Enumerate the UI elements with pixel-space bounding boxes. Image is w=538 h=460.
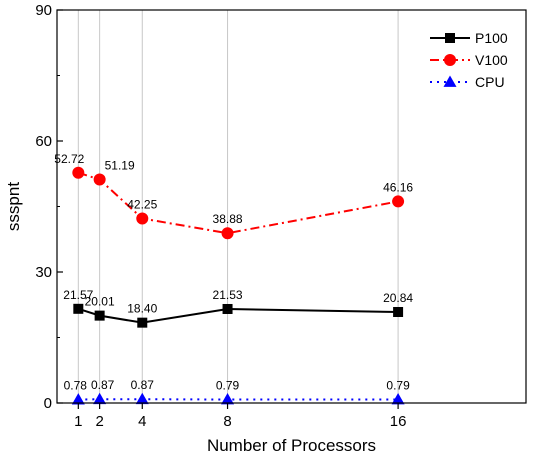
data-point-cpu	[135, 392, 149, 405]
legend-label: V100	[475, 52, 508, 68]
data-label: 0.87	[91, 378, 115, 392]
data-point-cpu	[221, 393, 235, 405]
legend-item-cpu: CPU	[430, 74, 505, 90]
legend-item-v100: V100	[430, 52, 508, 68]
data-label: 38.88	[213, 212, 243, 226]
legend-marker	[443, 75, 457, 87]
data-label: 0.87	[131, 378, 155, 392]
data-point-cpu	[71, 393, 85, 405]
data-label: 20.84	[383, 291, 413, 305]
data-label: 46.16	[383, 180, 413, 194]
data-point-v100	[72, 166, 85, 179]
data-point-p100	[73, 303, 84, 314]
series-v100: 52.72 51.19 42.25 38.88 46.16	[54, 152, 413, 240]
y-tick-label: 90	[35, 2, 52, 19]
data-point-cpu	[93, 392, 107, 405]
data-label: 42.25	[127, 198, 157, 212]
data-point-v100	[136, 212, 149, 225]
data-point-v100	[93, 173, 106, 186]
legend: P100 V100 CPU	[430, 30, 508, 90]
x-axis-title: Number of Processors	[207, 436, 376, 455]
data-label: 21.53	[213, 288, 243, 302]
y-axis-title: ssspnt	[4, 182, 23, 231]
x-tick-label: 8	[223, 413, 231, 430]
data-label: 0.79	[216, 379, 240, 393]
y-tick-label: 60	[35, 133, 52, 150]
data-point-v100	[221, 227, 234, 240]
data-point-p100	[222, 303, 233, 314]
y-tick-label: 30	[35, 264, 52, 281]
data-point-p100	[393, 306, 404, 317]
data-point-p100	[94, 310, 105, 321]
x-tick-label: 4	[138, 413, 146, 430]
data-point-p100	[137, 317, 148, 328]
data-point-v100	[392, 195, 405, 208]
legend-label: CPU	[475, 74, 505, 90]
data-label: 20.01	[85, 295, 115, 309]
legend-label: P100	[475, 30, 508, 46]
data-label: 0.79	[386, 379, 410, 393]
data-label: 52.72	[54, 152, 84, 166]
data-point-cpu	[391, 393, 405, 405]
series-cpu: 0.78 0.87 0.87 0.79 0.79	[64, 378, 410, 405]
data-label: 21.57	[63, 288, 93, 302]
data-label: 0.78	[64, 379, 88, 393]
data-label: 18.40	[127, 302, 157, 316]
data-label: 51.19	[105, 158, 135, 172]
axes: 1 2 4 8 16 0 30 60 90	[35, 2, 406, 430]
x-tick-label: 1	[74, 413, 82, 430]
x-tick-label: 2	[95, 413, 103, 430]
legend-marker	[445, 33, 455, 43]
y-tick-label: 0	[44, 395, 52, 412]
legend-item-p100: P100	[430, 30, 508, 46]
legend-marker	[444, 54, 456, 66]
x-tick-label: 16	[390, 413, 407, 430]
